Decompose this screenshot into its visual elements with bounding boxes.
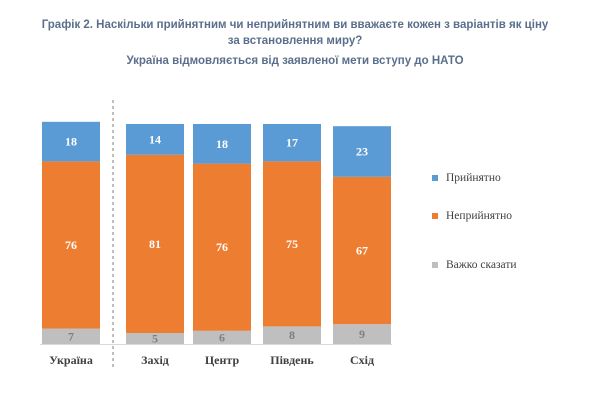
- legend-swatch: [432, 175, 438, 181]
- category-label: Захід: [141, 353, 169, 367]
- bar-segment: [126, 333, 184, 344]
- category-label: Центр: [205, 353, 240, 367]
- data-label: 17: [286, 136, 298, 150]
- category-label: Схід: [350, 353, 374, 367]
- bar-segment: [333, 324, 391, 344]
- bar-segment: [126, 154, 184, 333]
- legend-label: Важко сказати: [446, 259, 517, 271]
- category-label: Україна: [49, 353, 93, 367]
- bar-segment: [126, 124, 184, 155]
- bar-segment: [263, 161, 321, 327]
- bar-segment: [42, 328, 100, 344]
- data-label: 18: [216, 137, 228, 151]
- bar-segment: [333, 176, 391, 325]
- legend-swatch: [432, 262, 438, 268]
- category-label: Південь: [270, 353, 314, 367]
- data-label: 67: [356, 244, 368, 258]
- legend-label: Неприйнятно: [446, 210, 512, 222]
- data-label: 76: [65, 238, 77, 252]
- bar-segment: [193, 163, 251, 331]
- legend-label: Прийнятно: [446, 172, 501, 184]
- data-label: 5: [152, 332, 158, 346]
- bar-segment: [263, 124, 321, 162]
- data-label: 9: [359, 327, 365, 341]
- bar-segment: [193, 330, 251, 344]
- chart-title-line-2: за встановлення миру?: [227, 35, 363, 47]
- chart-subtitle: Україна відмовляється від заявленої мети…: [126, 55, 464, 67]
- data-label: 81: [149, 237, 161, 251]
- data-label: 75: [286, 237, 298, 251]
- data-label: 8: [289, 328, 295, 342]
- data-label: 23: [356, 145, 368, 159]
- bar-segment: [42, 161, 100, 329]
- data-label: 7: [68, 329, 74, 343]
- bar-segment: [193, 124, 251, 164]
- bar-segment: [42, 121, 100, 162]
- data-label: 76: [216, 240, 228, 254]
- legend-swatch: [432, 213, 438, 219]
- data-label: 14: [149, 132, 161, 146]
- chart-title-line-1: Графік 2. Наскільки прийнятним чи неприй…: [41, 19, 549, 31]
- data-label: 6: [219, 330, 225, 344]
- data-label: 18: [65, 135, 77, 149]
- bar-segment: [333, 126, 391, 177]
- bar-segment: [263, 326, 321, 344]
